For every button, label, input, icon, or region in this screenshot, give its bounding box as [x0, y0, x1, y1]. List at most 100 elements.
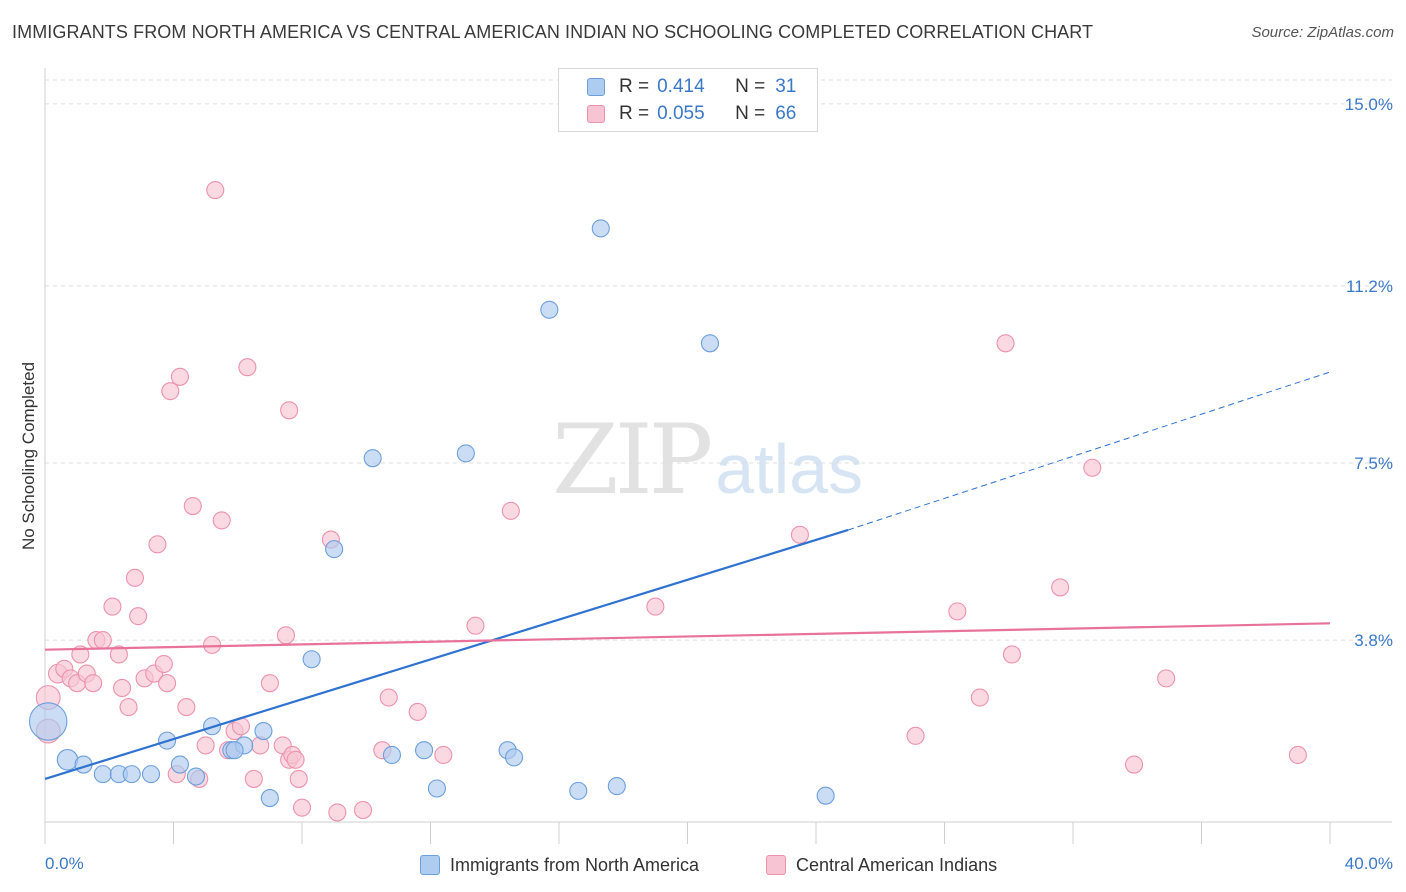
immigrants-trend-line	[44, 528, 849, 780]
data-point	[790, 525, 809, 544]
source-credit: Source: ZipAtlas.com	[1251, 24, 1394, 41]
data-point	[141, 765, 161, 784]
data-point	[363, 449, 382, 468]
tick-labels: 3.8% 7.5% 11.2% 15.0% 0.0% 40.0%	[45, 95, 1393, 873]
data-point	[84, 674, 103, 693]
data-point	[203, 635, 222, 654]
data-point	[71, 645, 90, 664]
correlation-legend: R = 0.414 N = 31 R = 0.055 N = 66	[558, 68, 818, 132]
data-point	[591, 219, 610, 238]
data-point	[1288, 745, 1307, 765]
data-point	[1051, 578, 1070, 597]
data-point	[125, 568, 144, 587]
data-point	[501, 501, 520, 520]
data-point	[154, 654, 173, 674]
data-point	[1157, 669, 1176, 688]
data-point	[206, 181, 225, 200]
data-point	[183, 497, 202, 516]
legend-row-immigrants: R = 0.414 N = 31	[559, 74, 796, 100]
data-point	[970, 688, 989, 707]
r-value: 0.055	[657, 103, 705, 124]
data-point	[196, 736, 215, 755]
y-axis-label: No Schooling Completed	[19, 362, 38, 550]
pink-swatch	[587, 105, 605, 123]
pink-swatch	[766, 855, 786, 875]
data-point	[700, 334, 720, 353]
data-point	[93, 631, 112, 650]
data-point	[129, 607, 148, 626]
data-point	[212, 511, 231, 530]
data-point	[170, 367, 189, 386]
r-label: R =	[619, 103, 650, 124]
data-point	[1083, 458, 1102, 477]
data-point	[427, 779, 446, 798]
blue-swatch	[420, 855, 440, 875]
data-point	[280, 401, 299, 420]
n-value: 31	[775, 76, 797, 97]
data-point	[113, 678, 132, 698]
data-point	[607, 777, 626, 796]
legend-item-central-american-indians: Central American Indians	[766, 852, 997, 878]
y-tick-label: 7.5%	[1354, 454, 1393, 473]
data-point	[56, 749, 79, 771]
data-point	[504, 748, 524, 767]
data-point	[186, 767, 206, 786]
data-point	[353, 800, 373, 820]
data-point	[328, 803, 347, 822]
y-tick-label: 3.8%	[1354, 631, 1393, 650]
data-point	[260, 674, 279, 693]
immigrants-trend-extension	[847, 371, 1331, 531]
data-point	[122, 765, 141, 784]
legend-row-central-american-indians: R = 0.055 N = 66	[559, 101, 796, 127]
data-point	[996, 334, 1015, 353]
data-point	[379, 688, 398, 707]
chart-title: IMMIGRANTS FROM NORTH AMERICA VS CENTRAL…	[12, 22, 1094, 42]
data-point	[103, 597, 122, 616]
data-point	[434, 745, 453, 765]
data-point	[408, 702, 427, 721]
n-label: N =	[735, 103, 766, 124]
data-point	[569, 781, 588, 800]
data-point	[286, 750, 305, 769]
data-point	[466, 616, 485, 635]
data-point	[244, 769, 263, 788]
legend-label: Central American Indians	[796, 854, 998, 875]
immigrants-north-america-points	[28, 219, 835, 808]
data-point	[148, 535, 167, 554]
data-point	[170, 755, 189, 774]
legend-label: Immigrants from North America	[450, 854, 700, 875]
x-tick-label-min: 0.0%	[45, 854, 84, 873]
y-tick-label: 11.2%	[1346, 277, 1393, 296]
data-point	[260, 789, 279, 808]
data-point	[906, 726, 925, 745]
data-point	[540, 300, 559, 319]
data-point	[161, 382, 180, 401]
data-point	[325, 540, 344, 559]
data-point	[1124, 755, 1144, 774]
data-point	[225, 741, 244, 760]
data-point	[289, 769, 308, 788]
blue-swatch	[587, 78, 605, 96]
data-point	[119, 698, 138, 717]
y-tick-label: 15.0%	[1345, 95, 1393, 114]
x-tick-label-max: 40.0%	[1345, 854, 1393, 873]
data-point	[93, 765, 112, 784]
n-label: N =	[735, 76, 766, 97]
data-point	[415, 741, 434, 760]
data-point	[177, 698, 196, 717]
data-point	[292, 798, 312, 817]
r-label: R =	[619, 76, 650, 97]
n-value: 66	[775, 103, 797, 124]
trend-lines	[44, 371, 1331, 780]
central-american-indians-trend-line	[44, 622, 1331, 651]
data-point	[1002, 645, 1022, 664]
data-point	[302, 650, 321, 669]
legend-item-immigrants: Immigrants from North America	[420, 852, 699, 878]
data-point	[948, 602, 967, 621]
data-point	[109, 645, 128, 664]
data-point	[646, 597, 665, 616]
data-point	[456, 444, 475, 463]
data-point	[158, 674, 177, 693]
central-american-indians-points	[35, 181, 1307, 822]
